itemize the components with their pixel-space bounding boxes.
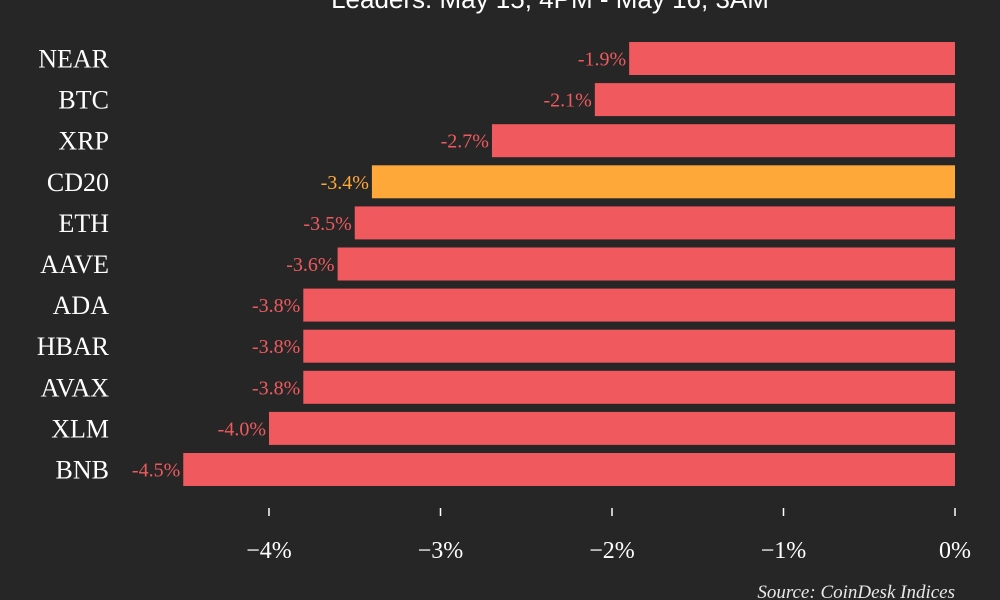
value-label-aave: -3.6% (286, 254, 334, 276)
value-label-near: -1.9% (578, 49, 626, 71)
value-label-btc: -2.1% (544, 90, 592, 112)
category-label-avax: AVAX (41, 373, 110, 402)
bar-avax (303, 370, 955, 404)
value-label-xlm: -4.0% (218, 418, 266, 440)
bar-aave (337, 247, 956, 281)
value-label-hbar: -3.8% (252, 336, 300, 358)
category-label-eth: ETH (58, 209, 109, 238)
category-label-ada: ADA (53, 291, 110, 320)
x-tick-label: −4% (246, 538, 292, 564)
x-tick-label: −1% (761, 538, 807, 564)
category-label-xrp: XRP (58, 127, 109, 156)
bar-hbar (303, 329, 955, 363)
category-label-bnb: BNB (56, 456, 109, 485)
value-label-xrp: -2.7% (441, 131, 489, 153)
bar-xlm (269, 411, 955, 445)
x-tick-label: −3% (418, 538, 464, 564)
source-note: Source: CoinDesk Indices (757, 582, 955, 600)
bars-group: NEAR -1.9% BTC -2.1% XRP -2.7% CD20 -3.4% ETH -3.… (37, 42, 956, 486)
bar-near (629, 42, 955, 75)
value-label-eth: -3.5% (303, 213, 351, 235)
chart-title: Leaders: May 15, 4PM - May 16, 3AM (331, 0, 769, 14)
bar-ada (303, 288, 955, 322)
category-label-xlm: XLM (51, 414, 109, 443)
x-tick-label: 0% (939, 538, 971, 564)
category-label-hbar: HBAR (37, 332, 110, 361)
bar-cd20 (371, 165, 955, 199)
bar-btc (594, 83, 955, 117)
category-label-aave: AAVE (40, 250, 109, 279)
value-label-cd20: -3.4% (321, 172, 369, 194)
bar-eth (354, 206, 955, 240)
value-label-avax: -3.8% (252, 377, 300, 399)
bar-bnb (183, 453, 955, 486)
category-label-near: NEAR (38, 45, 109, 74)
x-tick-label: −2% (589, 538, 635, 564)
value-label-bnb: -4.5% (132, 460, 180, 482)
category-label-btc: BTC (58, 86, 109, 115)
category-label-cd20: CD20 (47, 168, 109, 197)
x-axis: −4% −3% −2% −1% 0% (246, 508, 971, 564)
bar-xrp (491, 124, 955, 158)
value-label-ada: -3.8% (252, 295, 300, 317)
